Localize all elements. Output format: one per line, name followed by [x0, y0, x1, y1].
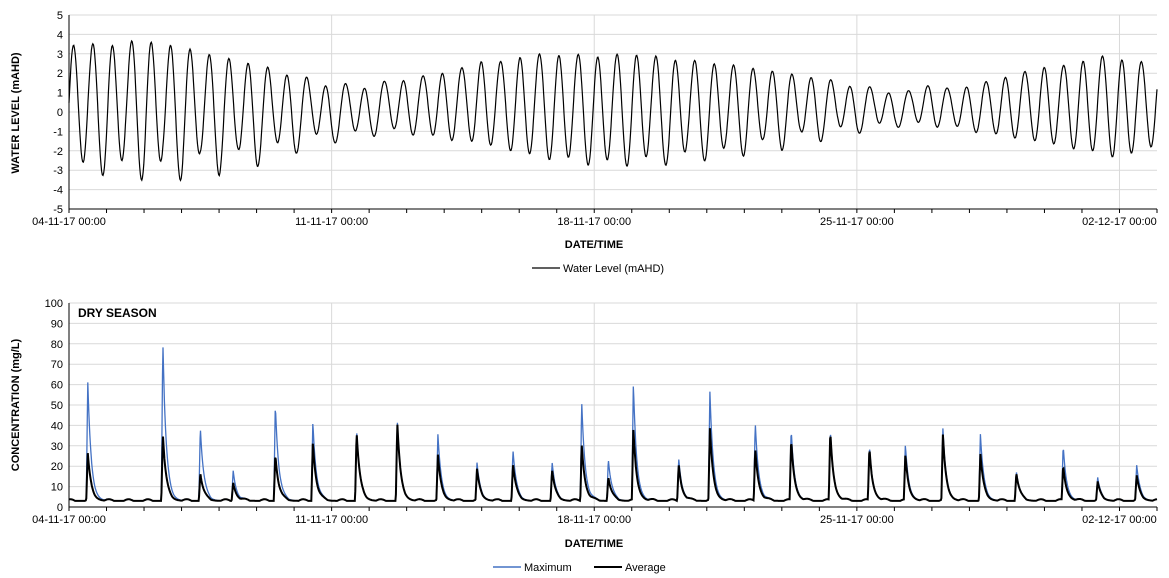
- water-level-x-axis-label: DATE/TIME: [565, 239, 623, 251]
- concentration-y-tick-label: 0: [57, 502, 63, 514]
- concentration-x-ticks: 04-11-17 00:00 11-11-17 00:00 18-11-17 00:…: [32, 507, 1158, 526]
- concentration-y-tick-label: 20: [51, 461, 63, 473]
- concentration-y-tick-label: 60: [51, 380, 63, 392]
- water-level-y-tick-label: -2: [53, 146, 63, 158]
- water-level-y-tick-label: 4: [57, 29, 63, 41]
- concentration-y-axis-label: CONCENTRATION (mg/L): [10, 338, 22, 471]
- concentration-y-tick-label: 40: [51, 420, 63, 432]
- maximum-series-line: [68, 347, 1157, 502]
- concentration-x-axis-label: DATE/TIME: [565, 538, 623, 550]
- concentration-x-tick-label: 04-11-17 00:00: [32, 514, 106, 526]
- water-level-gridlines: [69, 14, 1157, 209]
- water-level-x-tick-label: 18-11-17 00:00: [557, 216, 631, 228]
- water-level-y-tick-label: -4: [53, 185, 63, 197]
- water-level-y-tick-label: -5: [53, 204, 63, 216]
- water-level-y-tick-label: 1: [57, 88, 63, 100]
- concentration-x-tick-label: 25-11-17 00:00: [820, 514, 894, 526]
- concentration-y-tick-label: 50: [51, 400, 63, 412]
- concentration-y-tick-label: 10: [51, 482, 63, 494]
- dry-season-annotation: DRY SEASON: [78, 306, 157, 320]
- water-level-legend: Water Level (mAHD): [532, 263, 664, 275]
- average-legend-label: Average: [625, 562, 666, 574]
- water-level-x-tick-label: 11-11-17 00:00: [295, 216, 368, 228]
- water-level-chart: 5 4 3 2 1 0 -1 -2 -3 -4 -5 04-11-17 00:00 11-11-17 …: [10, 10, 1158, 275]
- water-level-y-tick-label: 0: [57, 107, 63, 119]
- water-level-legend-label: Water Level (mAHD): [563, 263, 664, 275]
- water-level-y-ticks: 5 4 3 2 1 0 -1 -2 -3 -4 -5: [53, 10, 63, 216]
- water-level-y-tick-label: -1: [53, 126, 63, 138]
- water-level-y-tick-label: 3: [57, 49, 63, 61]
- concentration-x-tick-label: 11-11-17 00:00: [295, 514, 368, 526]
- water-level-y-tick-label: 2: [57, 68, 63, 80]
- water-level-x-tick-label: 04-11-17 00:00: [32, 216, 106, 228]
- concentration-y-tick-label: 80: [51, 339, 63, 351]
- water-level-x-tick-label: 25-11-17 00:00: [820, 216, 894, 228]
- water-level-y-tick-label: -3: [53, 165, 63, 177]
- concentration-x-tick-label: 02-12-17 00:00: [1082, 514, 1157, 526]
- water-level-y-axis-label: WATER LEVEL (mAHD): [10, 52, 22, 174]
- water-level-series-line: [68, 39, 1158, 182]
- concentration-y-tick-label: 100: [45, 298, 63, 310]
- water-level-y-tick-label: 5: [57, 10, 63, 22]
- concentration-x-tick-label: 18-11-17 00:00: [557, 514, 631, 526]
- water-level-x-ticks: 04-11-17 00:00 11-11-17 00:00 18-11-17 00:…: [32, 209, 1158, 228]
- concentration-y-tick-label: 30: [51, 441, 63, 453]
- concentration-y-tick-label: 70: [51, 359, 63, 371]
- water-level-x-tick-label: 02-12-17 00:00: [1082, 216, 1157, 228]
- concentration-y-tick-label: 90: [51, 318, 63, 330]
- concentration-legend: Maximum Average: [493, 562, 666, 574]
- concentration-gridlines: [69, 302, 1157, 507]
- maximum-legend-label: Maximum: [524, 562, 572, 574]
- average-series-line: [68, 424, 1158, 503]
